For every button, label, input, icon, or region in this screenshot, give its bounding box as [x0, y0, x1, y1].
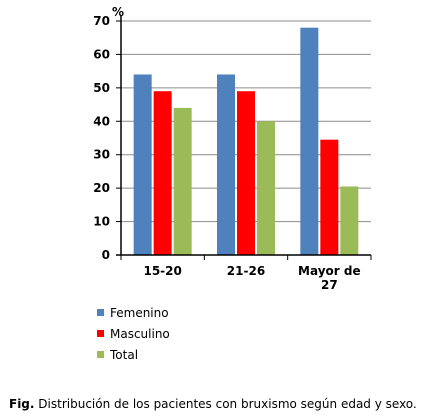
- y-tick-label: 20: [93, 181, 110, 195]
- legend-swatch-femenino: [97, 309, 104, 316]
- figure-caption: Fig. Distribución de los pacientes con b…: [9, 397, 417, 411]
- legend-swatch-masculino: [97, 330, 104, 337]
- legend-swatch-total: [97, 351, 104, 358]
- x-category-label: 21-26: [227, 264, 265, 278]
- legend-label-total: Total: [109, 348, 138, 362]
- legend-label-masculino: Masculino: [110, 327, 170, 341]
- legend-label-femenino: Femenino: [110, 306, 169, 320]
- bar-femenino-1: [133, 74, 152, 255]
- bar-total-2: [257, 121, 275, 256]
- bar-masculino-1: [153, 91, 172, 255]
- bar-femenino-2: [217, 74, 235, 255]
- x-category-label: 27: [321, 278, 338, 292]
- y-tick-label: 50: [93, 81, 110, 95]
- x-category-label: 15-20: [143, 264, 181, 278]
- y-tick-label: 0: [102, 248, 110, 262]
- bar-masculino-2: [237, 91, 255, 255]
- y-unit-label: %: [112, 5, 124, 19]
- y-tick-label: 30: [93, 148, 110, 162]
- bar-total-1: [173, 107, 192, 256]
- bar-masculino-3: [320, 139, 339, 255]
- y-tick-label: 60: [93, 47, 110, 61]
- y-tick-label: 40: [93, 114, 110, 128]
- x-category-label: Mayor de: [298, 264, 361, 278]
- y-tick-label: 70: [93, 14, 110, 28]
- caption-text: Distribución de los pacientes con bruxis…: [38, 397, 417, 411]
- caption-prefix: Fig.: [9, 397, 35, 411]
- y-tick-label: 10: [93, 215, 110, 229]
- bar-femenino-3: [300, 27, 319, 255]
- bar-total-3: [340, 186, 359, 255]
